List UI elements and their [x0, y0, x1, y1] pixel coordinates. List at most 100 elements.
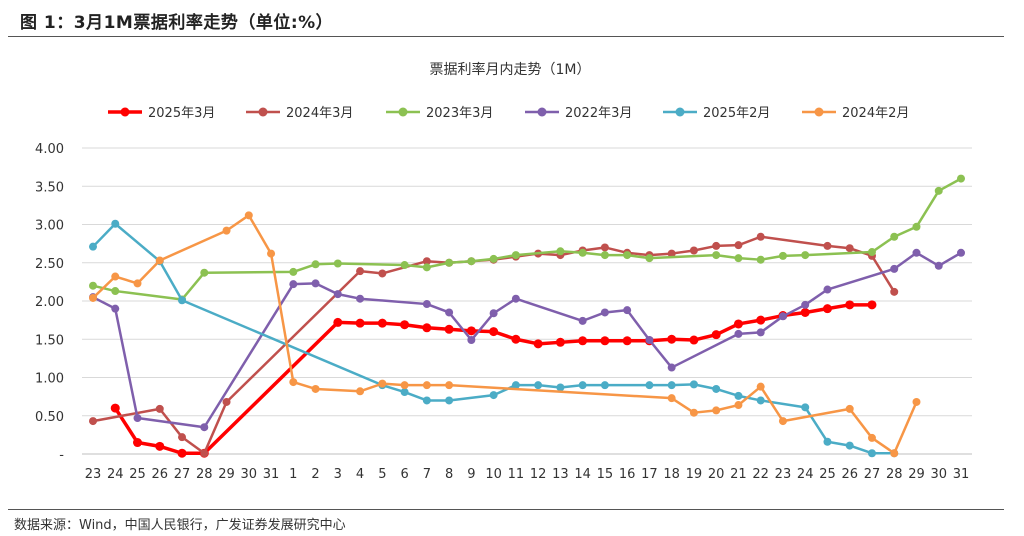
x-tick-label: 27 [864, 467, 881, 482]
x-tick-label: 15 [597, 467, 614, 482]
data-point [422, 381, 431, 390]
data-point [756, 328, 765, 337]
data-point [822, 304, 832, 314]
data-point [289, 267, 298, 276]
data-point [600, 336, 610, 346]
x-tick-label: 30 [930, 467, 947, 482]
data-point [467, 336, 476, 345]
data-point [867, 248, 876, 257]
legend-item-4: 2022年3月 [525, 106, 632, 121]
plot-area [89, 174, 965, 458]
x-tick-label: 11 [508, 467, 525, 482]
x-tick-label: 7 [423, 467, 431, 482]
data-point [801, 300, 810, 309]
data-point [689, 246, 698, 255]
x-tick-label: 1 [289, 467, 297, 482]
x-tick-label: 25 [129, 467, 146, 482]
series-3 [89, 174, 965, 304]
data-point [445, 396, 454, 405]
data-point [489, 327, 499, 337]
data-point [244, 211, 253, 220]
data-point [689, 335, 699, 345]
data-point [89, 293, 97, 302]
data-point [489, 309, 498, 318]
data-point [489, 391, 498, 400]
data-point [289, 378, 298, 387]
data-point [155, 404, 164, 413]
y-tick-label: 4.00 [35, 142, 64, 157]
data-point [511, 251, 520, 260]
data-point [489, 254, 498, 263]
x-tick-label: 18 [663, 467, 680, 482]
y-tick-label: 1.00 [35, 372, 64, 387]
legend-item-6: 2024年2月 [802, 106, 909, 121]
data-point [711, 330, 721, 340]
data-point [734, 241, 743, 250]
data-point [422, 300, 431, 309]
x-tick-label: 24 [107, 467, 124, 482]
x-tick-label: 14 [574, 467, 591, 482]
data-point [778, 312, 787, 321]
data-point [222, 226, 231, 235]
data-point [400, 381, 409, 390]
line-chart: 票据利率月内走势（1M） 2025年3月 2024年3月 2023年3月 2022年3… [35, 61, 972, 482]
data-point [890, 264, 899, 273]
data-point [110, 403, 120, 413]
series-line [113, 303, 874, 455]
data-point [890, 449, 899, 458]
data-point [845, 300, 855, 310]
y-tick-label: 3.00 [35, 219, 64, 234]
data-point [133, 279, 142, 288]
x-tick-label: 16 [619, 467, 636, 482]
data-point [667, 394, 676, 403]
data-point [556, 383, 565, 392]
data-point [756, 315, 766, 325]
x-tick-label: 19 [686, 467, 703, 482]
data-point [578, 336, 588, 346]
legend-swatch-marker [120, 107, 130, 117]
x-tick-label: 17 [641, 467, 658, 482]
data-point [957, 174, 965, 183]
data-point [823, 285, 832, 294]
data-point [400, 320, 410, 330]
legend-label: 2025年3月 [148, 106, 215, 121]
data-point [378, 269, 387, 278]
data-point [801, 251, 810, 260]
legend-label: 2024年2月 [842, 106, 909, 121]
data-point [311, 260, 320, 269]
data-point [934, 186, 943, 195]
legend-swatch-marker [398, 107, 408, 117]
data-point [845, 244, 854, 253]
x-tick-label: 27 [174, 467, 191, 482]
data-point [178, 433, 187, 442]
data-point [356, 387, 365, 396]
legend-label: 2022年3月 [565, 106, 632, 121]
data-point [689, 408, 698, 417]
x-tick-label: 10 [485, 467, 502, 482]
data-point [133, 438, 143, 448]
data-point [467, 257, 476, 266]
y-tick-label: 2.00 [35, 295, 64, 310]
series-2 [89, 232, 899, 458]
data-point [333, 259, 342, 268]
legend-label: 2025年2月 [703, 106, 770, 121]
data-point [689, 380, 698, 389]
legend-swatch-marker [814, 107, 824, 117]
data-point [623, 251, 632, 260]
data-point [890, 232, 899, 241]
x-axis: 23 24 25 26 27 28 29 30 31 1 2 3 4 5 6 7 8 9 10 11 12 13 14 15 1… [85, 467, 970, 482]
data-point [622, 336, 632, 346]
data-point [645, 381, 654, 390]
gridlines [82, 147, 972, 455]
data-point [111, 219, 120, 228]
data-point [333, 290, 342, 299]
data-point [289, 280, 298, 289]
y-tick-label: - [59, 448, 64, 463]
data-point [756, 396, 765, 405]
x-tick-label: 30 [241, 467, 258, 482]
data-point [712, 241, 721, 250]
source-note: 数据来源：Wind，中国人民银行，广发证券发展研究中心 [14, 518, 346, 533]
data-point [578, 316, 587, 325]
data-point [734, 254, 743, 263]
data-point [934, 261, 943, 270]
